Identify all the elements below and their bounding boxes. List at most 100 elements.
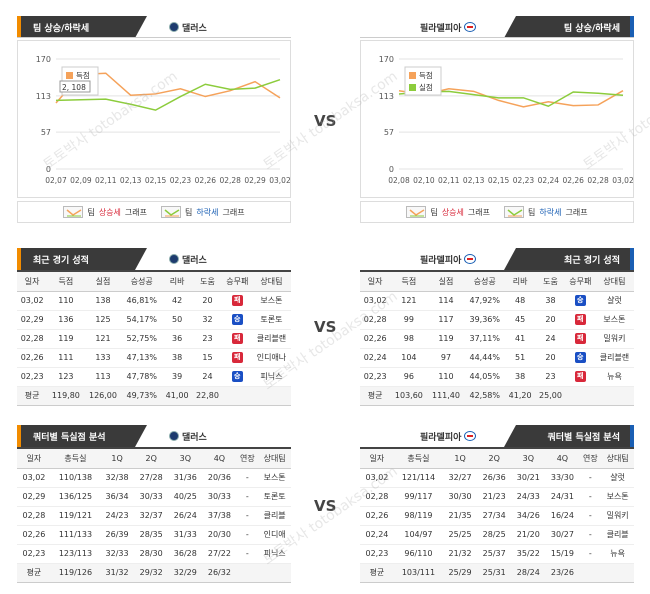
right-chart-box: 0 57 113 170 02,08 02,10 02,11 02,13 02,15 02,23 0… — [360, 40, 634, 198]
right-recent-header: 필라델피아 최근 경기 성적 — [360, 248, 634, 270]
cell-q1: 36/34 — [100, 487, 135, 507]
avg-cell: 23/26 — [545, 562, 580, 583]
x-tick-label: 02,13 — [463, 176, 485, 185]
philadelphia-logo-icon — [464, 431, 477, 441]
table-row: 02,26 111 133 47,13% 38 15 패 인디애나 — [17, 348, 291, 368]
table-row: 03,02 121/114 32/27 26/36 30/21 33/30- 샬럿 — [360, 468, 634, 488]
right-recent-table: 일자 득점 실점 승성공 리바 도움 승무패 상대팀 03,02 121 114 47… — [360, 272, 634, 406]
col-opponent: 상대팀 — [601, 449, 634, 469]
table-row: 02,28 99 117 39,36% 45 20 패 보스톤 — [360, 310, 634, 330]
cell-pct: 44,05% — [464, 367, 505, 387]
vs-label-1: VS — [314, 112, 337, 130]
col-date: 일자 — [360, 449, 394, 469]
avg-cell: 평균 — [17, 562, 51, 583]
legend-swatch — [409, 72, 416, 79]
cell-opp_team: 뉴욕 — [601, 544, 634, 564]
x-tick-label: 02,15 — [145, 176, 167, 185]
avg-cell: 32/29 — [168, 562, 203, 583]
cell-pct: 47,13% — [121, 348, 162, 368]
cell-date: 02,23 — [17, 367, 48, 387]
cell-q1: 32/27 — [443, 468, 478, 488]
philadelphia-logo-icon — [464, 254, 477, 264]
left-legend: 팀 상승세 그래프 팀 하락세 그래프 — [17, 201, 291, 223]
cell-q4: 24/31 — [545, 487, 580, 507]
avg-cell — [251, 385, 291, 406]
cell-result: 승 — [222, 310, 252, 330]
dallas-logo-icon — [169, 254, 179, 264]
table-row: 02,28 119 121 52,75% 36 23 패 클리블랜 — [17, 329, 291, 349]
result-badge: 승 — [574, 352, 586, 363]
result-badge: 승 — [574, 295, 586, 306]
x-tick-label: 02,29 — [244, 176, 266, 185]
table-row: 02,26 98 119 37,11% 41 24 패 밀워키 — [360, 329, 634, 349]
avg-cell: 41,00 — [161, 385, 193, 406]
cell-reb: 45 — [504, 310, 536, 330]
divider — [360, 37, 634, 38]
left-recent-table-wrap: 일자 득점 실점 승성공 리바 도움 승무패 상대팀 03,02 110 138 46… — [17, 270, 291, 406]
legend-up: 팀 상승세 그래프 — [406, 206, 490, 218]
legend-label: 득점 — [76, 70, 90, 80]
cell-q3: 26/24 — [168, 506, 203, 526]
avg-cell: 28/24 — [511, 562, 546, 583]
legend-down: 팀 하락세 그래프 — [504, 206, 588, 218]
avg-cell: 111,40 — [427, 385, 465, 406]
cell-pct: 47,92% — [464, 291, 505, 311]
table-row: 02,28 119/121 24/23 32/37 26/24 37/38- 클리블 — [17, 506, 291, 526]
col-ot: 연장 — [236, 449, 259, 469]
cell-reb: 42 — [161, 291, 193, 311]
cell-q3: 35/22 — [511, 544, 546, 564]
col-q4: 4Q — [202, 449, 237, 469]
trend-down-icon — [161, 206, 181, 218]
cell-opp: 125 — [84, 310, 122, 330]
col-ast: 도움 — [535, 272, 566, 292]
avg-cell — [236, 562, 259, 583]
x-tick-label: 02,07 — [45, 176, 67, 185]
cell-q3: 36/28 — [168, 544, 203, 564]
average-row: 평균 103,60 111,40 42,58% 41,20 25,00 — [360, 385, 634, 406]
cell-ast: 20 — [192, 291, 223, 311]
cell-q2: 28/25 — [477, 525, 512, 545]
table-row: 02,29 136 125 54,17% 50 32 승 토론토 — [17, 310, 291, 330]
cell-result: 승 — [222, 367, 252, 387]
cell-result: 패 — [565, 367, 595, 387]
y-tick-label: 57 — [384, 128, 394, 137]
cell-pct: 37,11% — [464, 329, 505, 349]
x-tick-label: 02,10 — [413, 176, 435, 185]
col-pct: 승성공 — [121, 272, 162, 292]
cell-opponent: 샬럿 — [594, 291, 634, 311]
cell-date: 02,28 — [17, 506, 51, 526]
cell-q2: 27/28 — [134, 468, 169, 488]
col-opponent: 상대팀 — [258, 449, 291, 469]
x-tick-label: 02,15 — [488, 176, 510, 185]
cell-result: 패 — [565, 329, 595, 349]
right-team-name-quarter: 필라델피아 — [420, 430, 477, 443]
col-date: 일자 — [17, 449, 51, 469]
cell-opp_team: 샬럿 — [601, 468, 634, 488]
average-row: 평균 119/126 31/32 29/32 32/29 26/32 — [17, 562, 291, 583]
cell-q2: 26/36 — [477, 468, 512, 488]
cell-q2: 21/23 — [477, 487, 512, 507]
divider — [17, 37, 291, 38]
col-q1: 1Q — [100, 449, 135, 469]
cell-date: 02,23 — [17, 544, 51, 564]
vs-label-2: VS — [314, 318, 337, 336]
legend-swatch — [409, 84, 416, 91]
table-row: 02,29 136/125 36/34 30/33 40/25 30/33- 토론토 — [17, 487, 291, 507]
cell-date: 02,23 — [360, 544, 394, 564]
table-row: 03,02 110/138 32/38 27/28 31/36 20/36- 보스톤 — [17, 468, 291, 488]
cell-date: 03,02 — [360, 291, 391, 311]
avg-cell: 103/111 — [393, 562, 444, 583]
avg-cell: 22,80 — [192, 385, 223, 406]
left-recent-table: 일자 득점 실점 승성공 리바 도움 승무패 상대팀 03,02 110 138 46… — [17, 272, 291, 406]
cell-ast: 20 — [535, 348, 566, 368]
cell-total: 104/97 — [393, 525, 444, 545]
result-badge: 패 — [574, 314, 586, 325]
table-row: 02,23 123/113 32/33 28/30 36/28 27/22- 피닉스 — [17, 544, 291, 564]
col-ot: 연장 — [579, 449, 602, 469]
cell-total: 99/117 — [393, 487, 444, 507]
result-badge: 패 — [231, 333, 243, 344]
cell-q2: 30/33 — [134, 487, 169, 507]
cell-pct: 52,75% — [121, 329, 162, 349]
